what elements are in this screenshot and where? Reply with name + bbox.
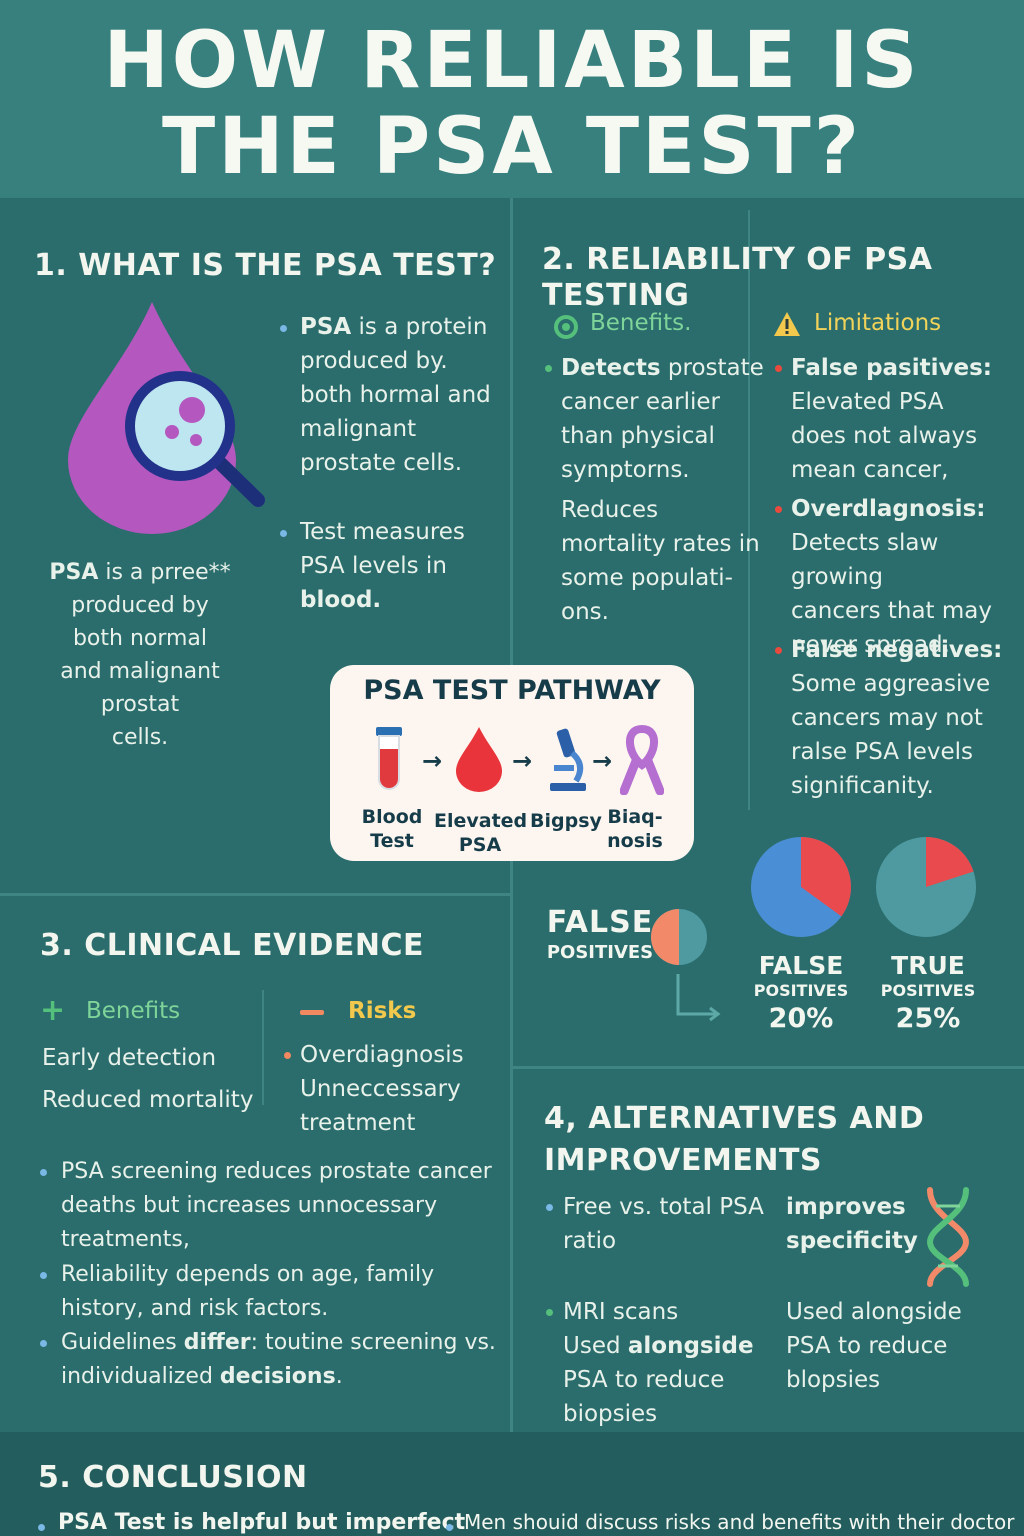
evidence-benefits-list: Early detection Reduced mortality — [42, 1037, 253, 1121]
psa-test-pathway-card: PSA TEST PATHWAY → → → Blood Test Elevate… — [330, 665, 694, 861]
bullet-dot — [775, 647, 782, 654]
horizontal-divider-left — [0, 893, 510, 896]
arrow-icon: → — [422, 747, 443, 775]
blood-drop-magnifier-icon — [68, 302, 265, 534]
limitations-heading: Limitations — [814, 310, 942, 336]
evidence-bullet-guidelines: Guidelines differ: toutine screening vs.… — [61, 1330, 496, 1389]
alt-free-total-ratio: Free vs. total PSA ratio — [563, 1194, 764, 1254]
test-measures-text: Test measures PSA levels in blood. — [300, 519, 465, 613]
arrow-icon: → — [592, 747, 613, 775]
section3-heading: 3. CLINICAL EVIDENCE — [40, 928, 424, 963]
false-positives-pie-chart — [751, 837, 851, 937]
minus-icon — [300, 1010, 324, 1015]
benefit-reduces-text: Reduces mortality rates in some populati… — [561, 497, 760, 625]
conclusion-band — [0, 1432, 1024, 1536]
bullet-dot — [280, 325, 287, 332]
page-title: HOW RELIABLE IS THE PSA TEST? — [0, 18, 1024, 190]
psa-protein-text: PSA is a protein produced by. both horma… — [300, 314, 491, 476]
bullet-dot — [546, 1204, 553, 1211]
arrow-icon: → — [512, 747, 533, 775]
pathway-step-diagnosis: Biaq-nosis — [607, 806, 663, 852]
title-line-2: THE PSA TEST? — [162, 102, 862, 192]
target-icon — [554, 315, 578, 339]
benefits-heading: Benefits. — [590, 310, 692, 336]
bullet-dot — [40, 1340, 47, 1347]
bullet-dot — [446, 1524, 453, 1531]
microscope-icon — [550, 728, 586, 791]
bullet-dot — [38, 1524, 45, 1531]
section1-heading: 1. WHAT IS THE PSA TEST? — [34, 248, 497, 283]
alt-used-alongside: Used alongside PSA to reduce blopsies — [786, 1299, 962, 1393]
small-pie-slice — [651, 909, 679, 965]
pie-left-slice — [801, 837, 851, 917]
blood-drop-icon — [456, 727, 502, 792]
plus-icon: + — [40, 993, 66, 1028]
pathway-step-blood-test: Blood Test — [361, 806, 423, 852]
bullet-dot — [775, 365, 782, 372]
true-positives-pie-chart — [876, 837, 976, 937]
benefit-detects-text: Detects prostate cancer earlier than phy… — [561, 355, 764, 483]
warning-icon — [774, 312, 800, 336]
bullet-dot — [284, 1052, 291, 1059]
pathway-step-biopsy: Bigpsy — [530, 810, 602, 832]
pathway-step-elevated-psa: Elevated PSA — [434, 810, 528, 856]
elbow-arrow-icon — [676, 974, 721, 1022]
evidence-bullet-reliability: Reliability depends on age, family histo… — [61, 1262, 435, 1321]
true-positives-stat: TRUE POSITIVES 25% — [880, 951, 976, 1035]
bullet-dot — [545, 365, 552, 372]
alt-mri-scans: MRI scans Used alongside PSA to reduce b… — [563, 1299, 754, 1427]
title-line-1: HOW RELIABLE IS — [103, 16, 921, 106]
conclusion-bullet-1: PSA Test is helpful but imperfect — [58, 1510, 466, 1535]
evidence-benefits-heading: Benefits — [86, 998, 181, 1024]
alt-improves-specificity: improves specificity — [786, 1194, 918, 1254]
limitation-false-negatives: False negatives: Some aggreasive cancers… — [791, 637, 1003, 799]
evidence-benefit-item: Early detection — [42, 1045, 217, 1071]
evidence-benefit-item: Reduced mortality — [42, 1087, 254, 1113]
section5-heading: 5. CONCLUSION — [38, 1460, 308, 1495]
evidence-bullet-screening: PSA screening reduces prostate cancer de… — [61, 1159, 492, 1252]
section4-heading: 4, ALTERNATIVES AND IMPROVEMENTS — [544, 1101, 925, 1178]
false-positives-stat: FALSE POSITIVES 20% — [753, 951, 849, 1035]
evidence-divider — [262, 990, 264, 1105]
small-false-positives-label: FALSE POSITIVES — [546, 905, 654, 963]
pathway-title: PSA TEST PATHWAY — [363, 675, 661, 706]
bullet-dot — [40, 1169, 47, 1176]
psa-caption: PSA is a prree** produced by both normal… — [49, 560, 231, 750]
bullet-dot — [40, 1272, 47, 1279]
ribbon-icon — [620, 725, 664, 795]
title-band — [0, 0, 1024, 198]
bullet-dot — [775, 506, 782, 513]
bullet-dot — [546, 1309, 553, 1316]
bullet-dot — [280, 530, 287, 537]
small-pie-chart — [651, 909, 707, 965]
conclusion-bullet-2: Men shouid discuss risks and benefits wi… — [464, 1510, 1015, 1534]
limitation-overdiagnosis: Overdlagnosis: Detects slaw growing canc… — [791, 496, 992, 658]
risks-list: Overdiagnosis Unneccessary treatment — [300, 1042, 464, 1136]
test-tube-icon — [376, 727, 402, 790]
limitation-false-positives: False pasitives: Elevated PSA does not a… — [791, 355, 992, 483]
horizontal-divider-right — [510, 1066, 1024, 1069]
risks-heading: Risks — [348, 998, 417, 1024]
dna-icon — [926, 1187, 970, 1287]
pie-right-slice — [926, 837, 974, 887]
column-divider — [748, 210, 750, 810]
section2-heading: 2. RELIABILITY OF PSA TESTING — [542, 242, 933, 313]
